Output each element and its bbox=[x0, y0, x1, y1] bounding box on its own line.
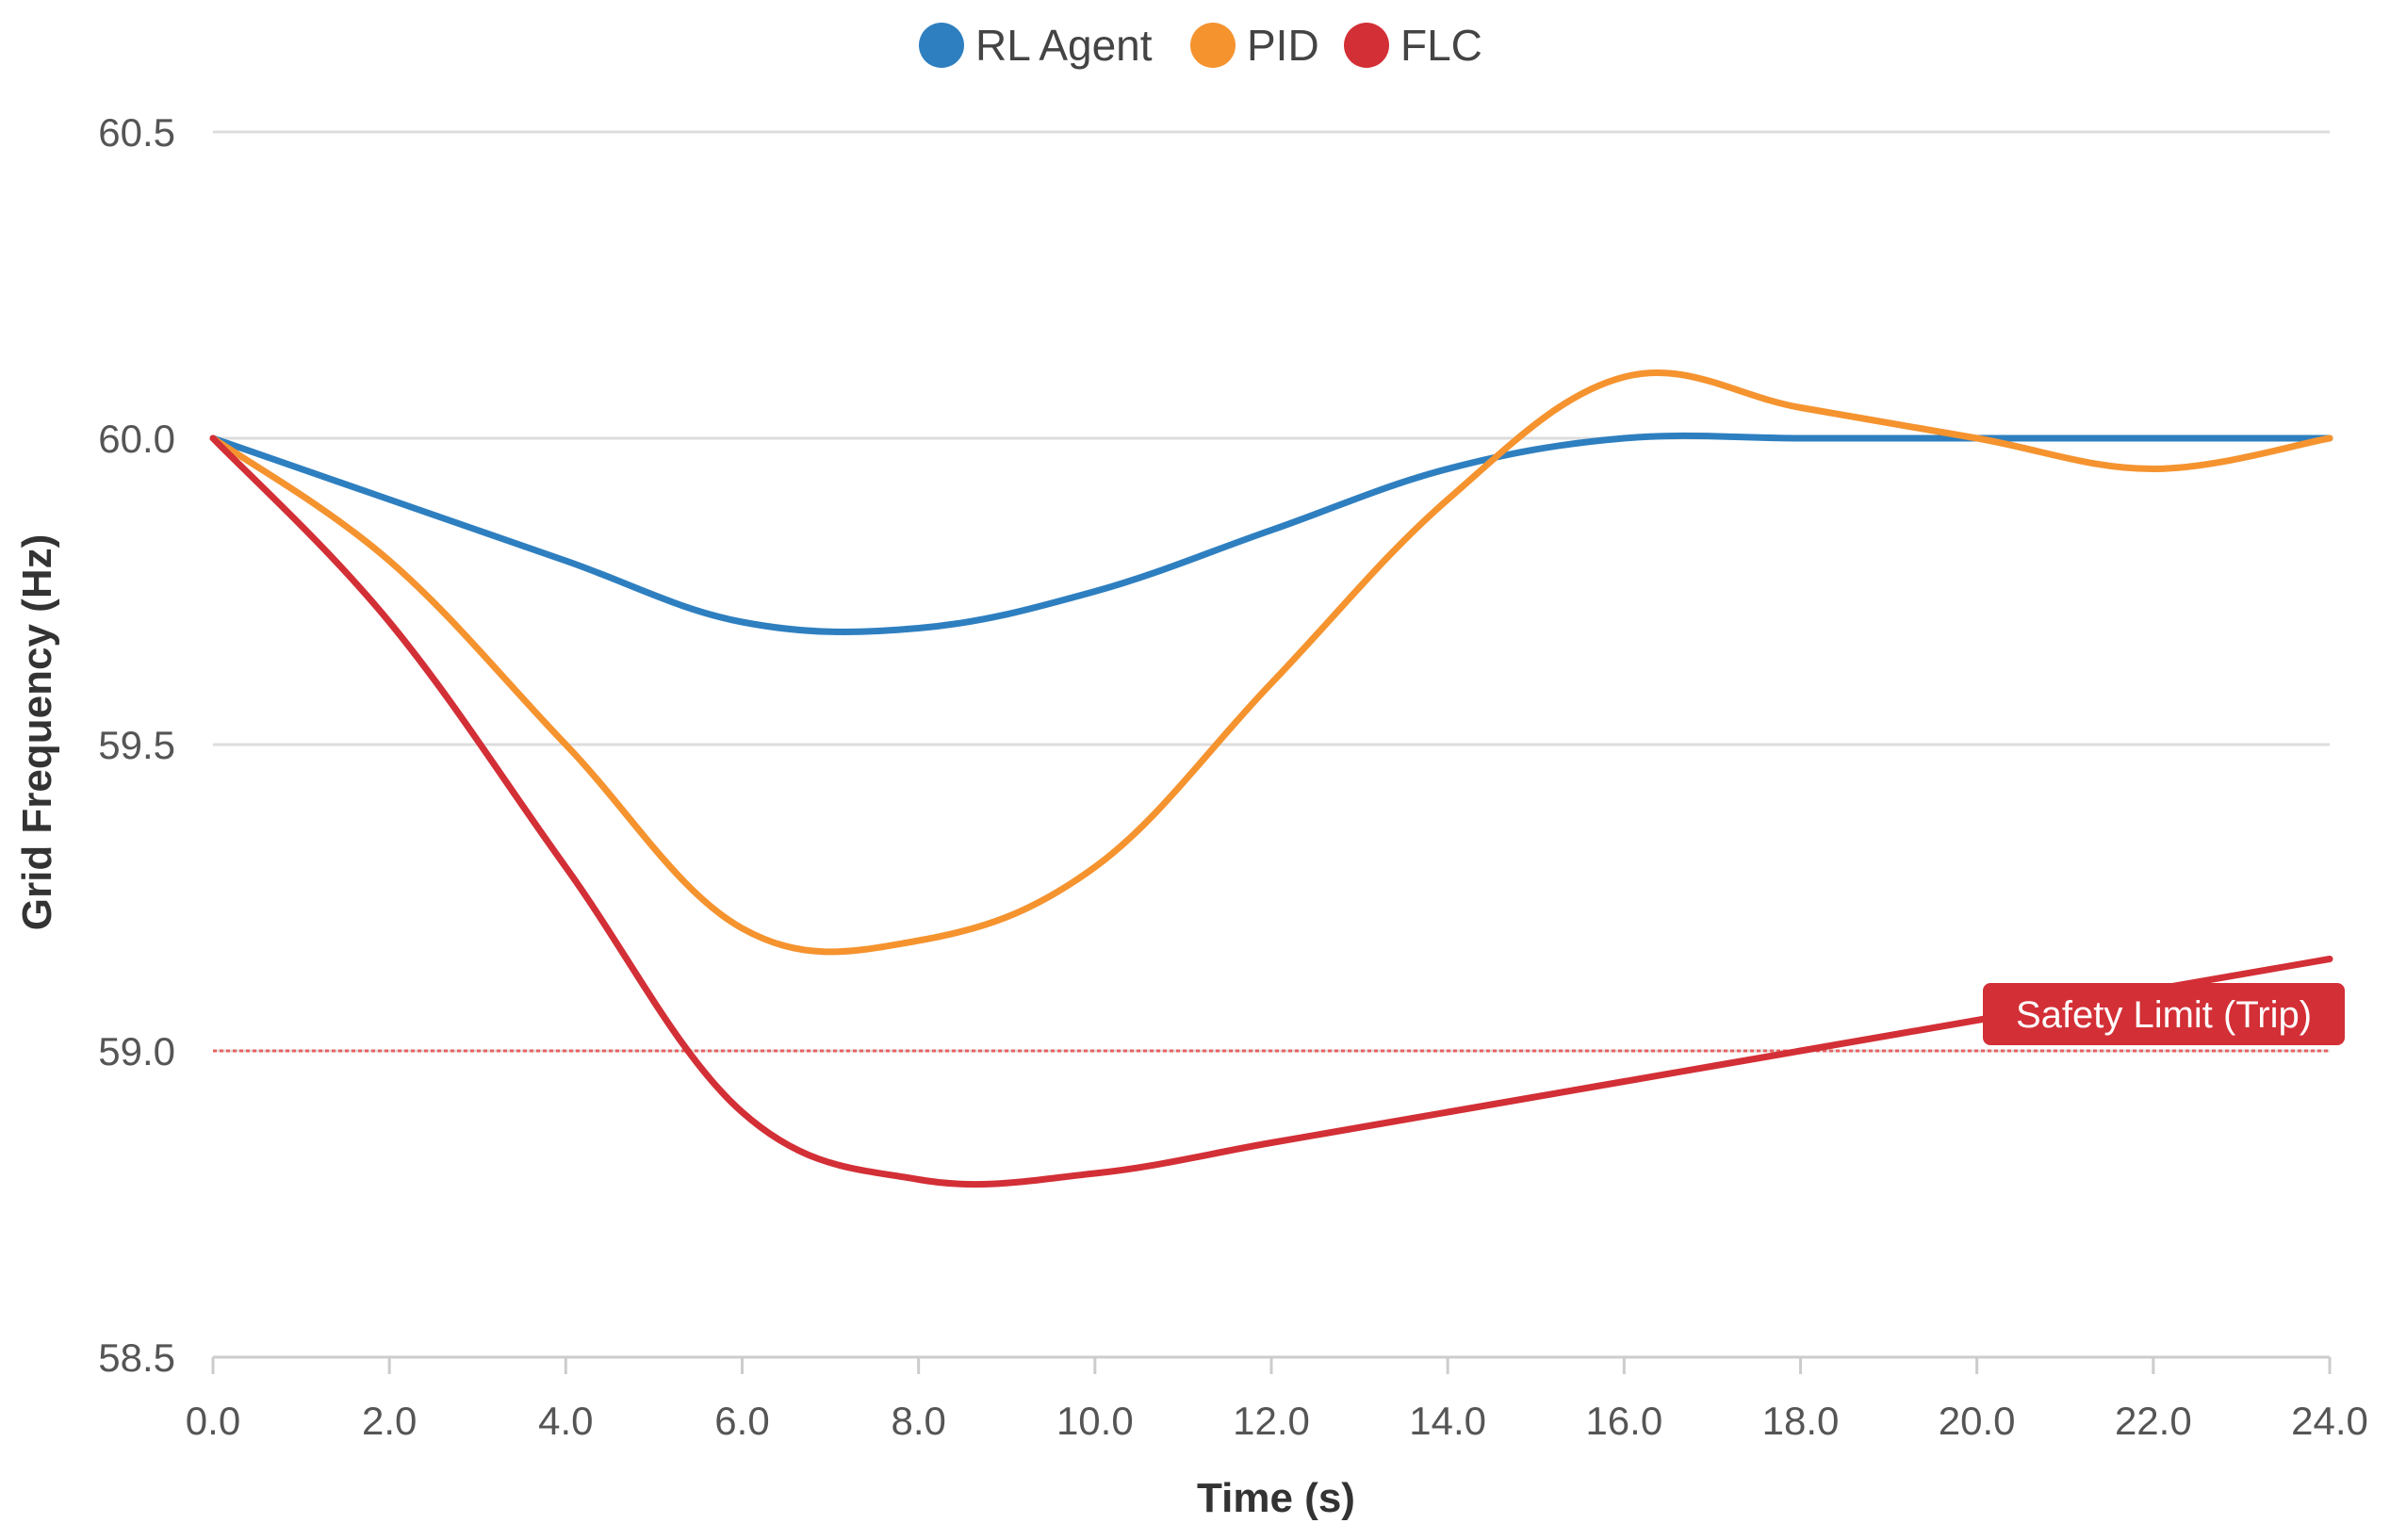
gridlines bbox=[213, 130, 2330, 1359]
x-tick-label: 14.0 bbox=[1409, 1399, 1486, 1443]
y-tick-label: 59.0 bbox=[98, 1029, 175, 1073]
axes: 58.5 59.0 59.5 60.0 60.5 0.0 2.0 4.0 6.0 8.0 10.0 1… bbox=[98, 110, 2368, 1443]
x-tick-label: 22.0 bbox=[2115, 1399, 2192, 1443]
x-tick-label: 16.0 bbox=[1585, 1399, 1662, 1443]
series-lines bbox=[209, 369, 2333, 1188]
y-tick-label: 59.5 bbox=[98, 723, 175, 767]
safety-limit-badge bbox=[1983, 983, 2345, 1045]
legend-marker-pid bbox=[1190, 23, 1236, 68]
x-tick-label: 4.0 bbox=[538, 1399, 593, 1443]
legend: RL Agent PID FLC bbox=[919, 21, 1482, 70]
y-tick-label: 60.0 bbox=[98, 417, 175, 461]
y-tick-label: 60.5 bbox=[98, 110, 175, 155]
x-tick-label: 24.0 bbox=[2291, 1399, 2368, 1443]
legend-marker-flc bbox=[1344, 23, 1389, 68]
x-tick-label: 18.0 bbox=[1762, 1399, 1840, 1443]
series-line-rl-agent bbox=[209, 432, 2333, 635]
x-tick-label: 8.0 bbox=[891, 1399, 945, 1443]
y-tick-label: 58.5 bbox=[98, 1335, 175, 1380]
safety-limit-label: Safety Limit (Trip) bbox=[2016, 994, 2312, 1036]
y-axis-title: Grid Frequency (Hz) bbox=[14, 534, 60, 931]
legend-label-rl-agent: RL Agent bbox=[975, 21, 1153, 70]
series-line-pid bbox=[209, 369, 2333, 956]
x-tick-label: 20.0 bbox=[1939, 1399, 2016, 1443]
x-tick-label: 6.0 bbox=[714, 1399, 769, 1443]
legend-label-flc: FLC bbox=[1400, 21, 1482, 70]
legend-label-pid: PID bbox=[1247, 21, 1319, 70]
x-tick-label: 10.0 bbox=[1056, 1399, 1134, 1443]
x-tick-label: 12.0 bbox=[1233, 1399, 1310, 1443]
safety-limit-label-group: Safety Limit (Trip) bbox=[1983, 983, 2345, 1045]
series-line-flc bbox=[209, 434, 2333, 1188]
x-tick-label: 0.0 bbox=[186, 1399, 240, 1443]
x-axis-title: Time (s) bbox=[1197, 1475, 1355, 1521]
legend-marker-rl-agent bbox=[919, 23, 964, 68]
x-tick-label: 2.0 bbox=[362, 1399, 417, 1443]
